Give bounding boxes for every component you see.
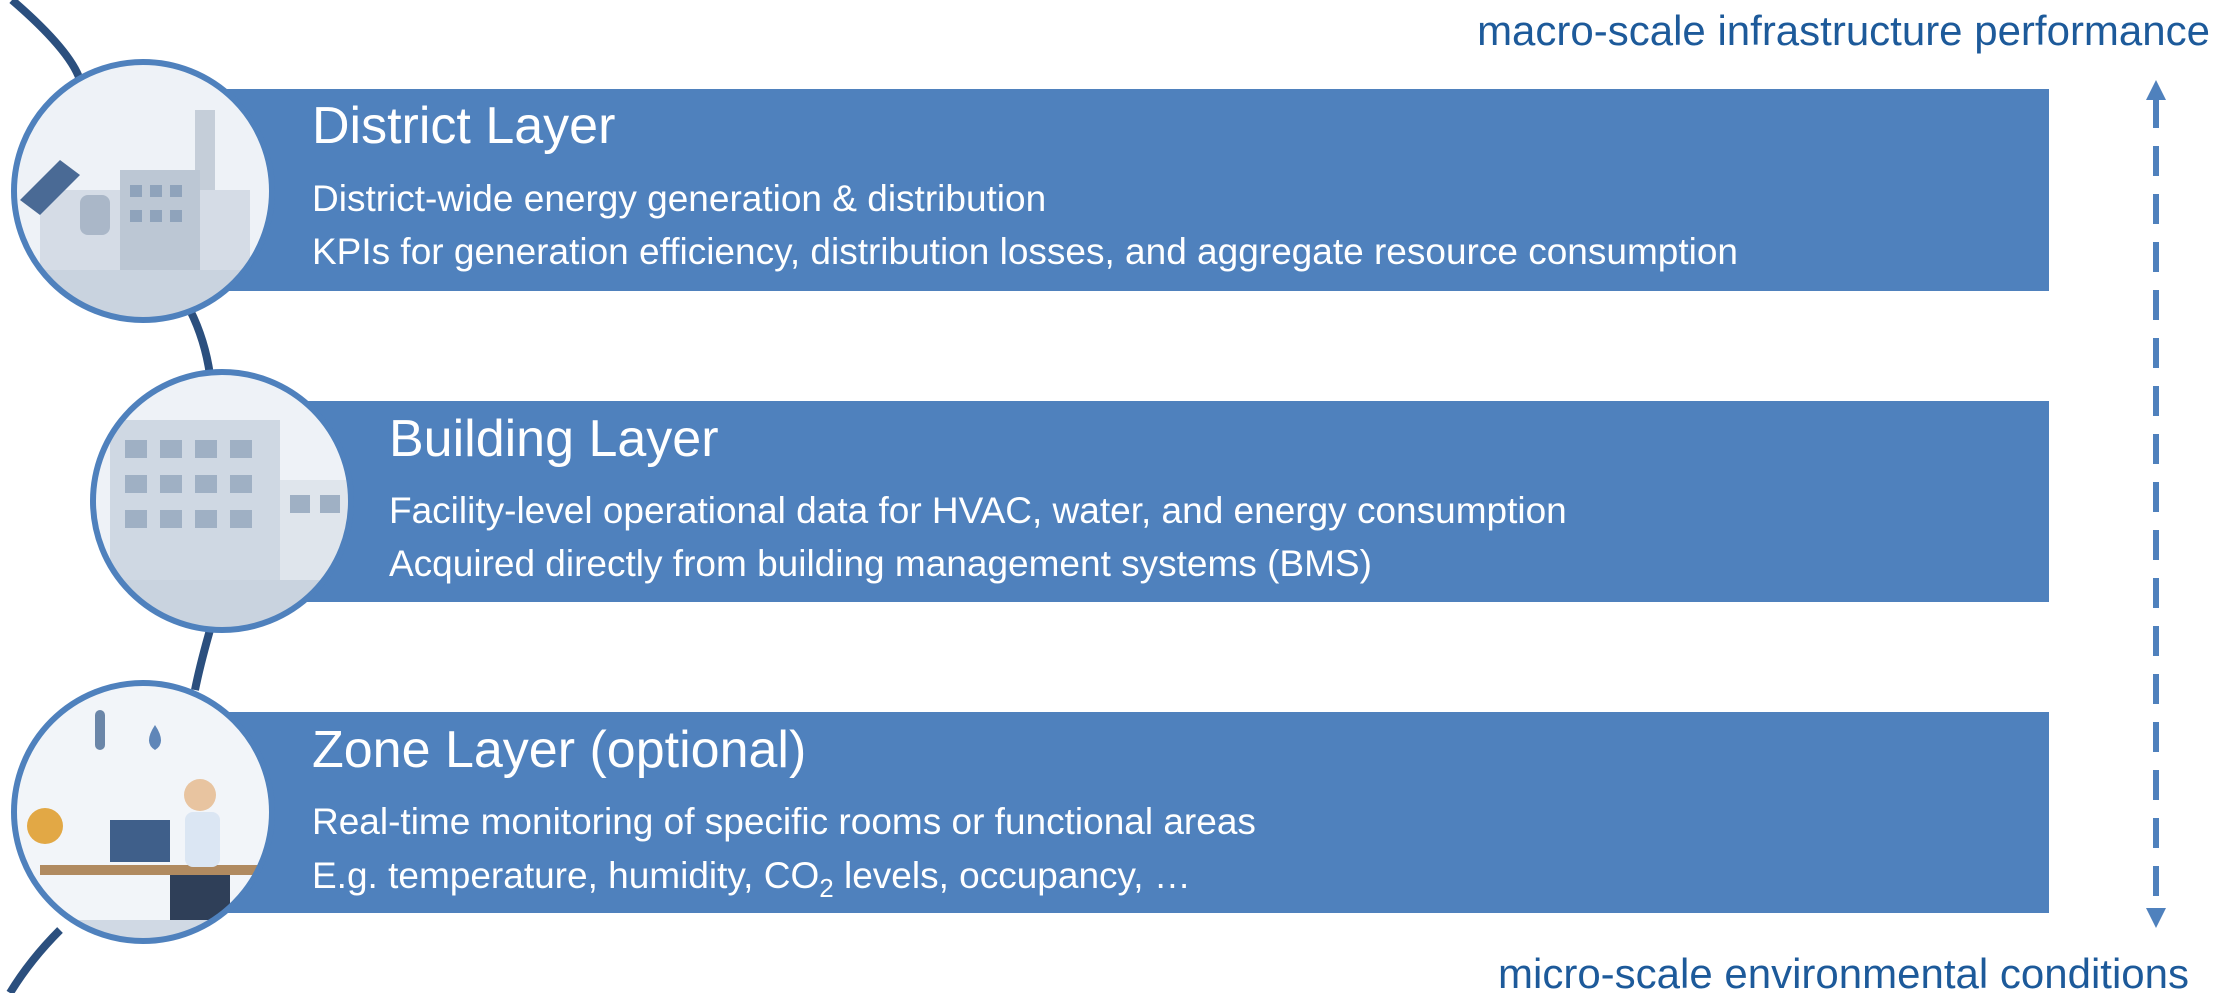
layer-line: KPIs for generation efficiency, distribu… [312, 231, 1738, 272]
text: levels, occupancy, … [834, 855, 1191, 896]
bottom-label: micro-scale environmental conditions [1498, 950, 2189, 993]
arrow-head-down [2146, 908, 2166, 928]
layer-line: E.g. temperature, humidity, CO2 levels, … [312, 855, 1191, 903]
text: E.g. temperature, humidity, CO [312, 855, 819, 896]
layer-title: Zone Layer (optional) [312, 721, 806, 779]
layer-title: Building Layer [389, 410, 719, 468]
layer-line: Acquired directly from building manageme… [389, 543, 1372, 584]
layer-line: Facility-level operational data for HVAC… [389, 490, 1567, 531]
layer-line: District-wide energy generation & distri… [312, 178, 1046, 219]
top-label: macro-scale infrastructure performance [1477, 7, 2210, 54]
arrow-head-up [2146, 80, 2166, 100]
page: macro-scale infrastructure performance m… [0, 0, 2215, 993]
layer-title: District Layer [312, 97, 615, 155]
layer-line: Real-time monitoring of specific rooms o… [312, 801, 1256, 842]
diagram: macro-scale infrastructure performance m… [0, 0, 2215, 993]
subscript: 2 [819, 873, 833, 903]
